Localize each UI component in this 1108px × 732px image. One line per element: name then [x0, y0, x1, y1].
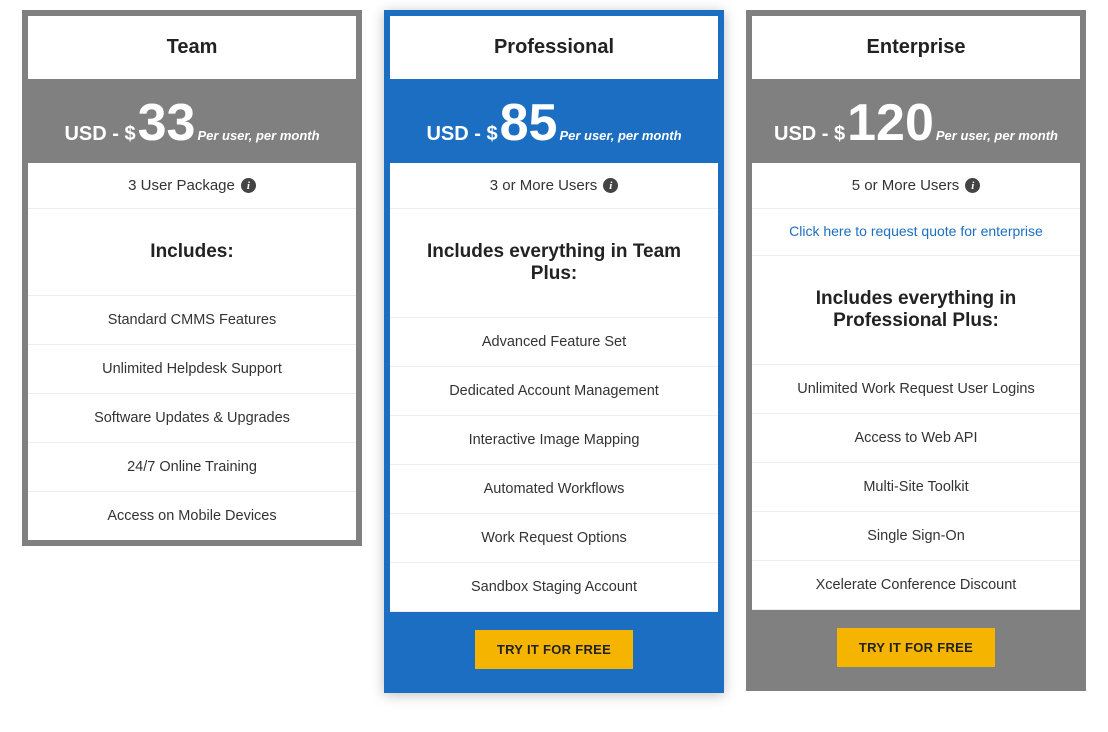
feature-item: Software Updates & Upgrades	[28, 394, 356, 443]
feature-item: Access to Web API	[752, 414, 1080, 463]
price-prefix: USD - $	[774, 123, 845, 146]
includes-heading: Includes:	[28, 209, 356, 296]
feature-item: Work Request Options	[390, 514, 718, 563]
user-package-text: 3 User Package	[128, 177, 235, 194]
plan-title: Enterprise	[752, 16, 1080, 79]
user-package-text: 3 or More Users	[490, 177, 598, 194]
plan-title: Team	[28, 16, 356, 79]
cta-band: TRY IT FOR FREE	[752, 610, 1080, 685]
price-suffix: Per user, per month	[559, 128, 681, 143]
feature-item: Single Sign-On	[752, 512, 1080, 561]
feature-item: Advanced Feature Set	[390, 318, 718, 367]
feature-item: Dedicated Account Management	[390, 367, 718, 416]
price-band: USD - $ 120 Per user, per month	[752, 79, 1080, 163]
quote-link-row: Click here to request quote for enterpri…	[752, 209, 1080, 256]
feature-item: Xcelerate Conference Discount	[752, 561, 1080, 610]
plan-card-team: Team USD - $ 33 Per user, per month 3 Us…	[22, 10, 362, 546]
price-amount: 120	[847, 97, 934, 149]
plan-title: Professional	[390, 16, 718, 79]
feature-item: Sandbox Staging Account	[390, 563, 718, 612]
feature-item: Multi-Site Toolkit	[752, 463, 1080, 512]
price-prefix: USD - $	[64, 123, 135, 146]
feature-item: Standard CMMS Features	[28, 296, 356, 345]
price-suffix: Per user, per month	[197, 128, 319, 143]
price-amount: 33	[138, 97, 196, 149]
includes-heading: Includes everything in Team Plus:	[390, 209, 718, 318]
feature-item: Interactive Image Mapping	[390, 416, 718, 465]
plan-card-enterprise: Enterprise USD - $ 120 Per user, per mon…	[746, 10, 1086, 691]
price-prefix: USD - $	[426, 123, 497, 146]
user-package-row: 5 or More Users i	[752, 163, 1080, 209]
try-free-button[interactable]: TRY IT FOR FREE	[475, 630, 633, 669]
info-icon[interactable]: i	[241, 178, 256, 193]
feature-item: Access on Mobile Devices	[28, 492, 356, 540]
feature-item: Unlimited Work Request User Logins	[752, 365, 1080, 414]
price-band: USD - $ 33 Per user, per month	[28, 79, 356, 163]
feature-item: Automated Workflows	[390, 465, 718, 514]
user-package-row: 3 or More Users i	[390, 163, 718, 209]
price-suffix: Per user, per month	[936, 128, 1058, 143]
price-amount: 85	[500, 97, 558, 149]
includes-heading: Includes everything in Professional Plus…	[752, 256, 1080, 365]
cta-band: TRY IT FOR FREE	[390, 612, 718, 687]
price-band: USD - $ 85 Per user, per month	[390, 79, 718, 163]
feature-item: 24/7 Online Training	[28, 443, 356, 492]
user-package-row: 3 User Package i	[28, 163, 356, 209]
user-package-text: 5 or More Users	[852, 177, 960, 194]
try-free-button[interactable]: TRY IT FOR FREE	[837, 628, 995, 667]
feature-item: Unlimited Helpdesk Support	[28, 345, 356, 394]
request-quote-link[interactable]: Click here to request quote for enterpri…	[789, 223, 1043, 239]
info-icon[interactable]: i	[965, 178, 980, 193]
info-icon[interactable]: i	[603, 178, 618, 193]
pricing-table: Team USD - $ 33 Per user, per month 3 Us…	[10, 10, 1098, 693]
plan-card-professional: Professional USD - $ 85 Per user, per mo…	[384, 10, 724, 693]
